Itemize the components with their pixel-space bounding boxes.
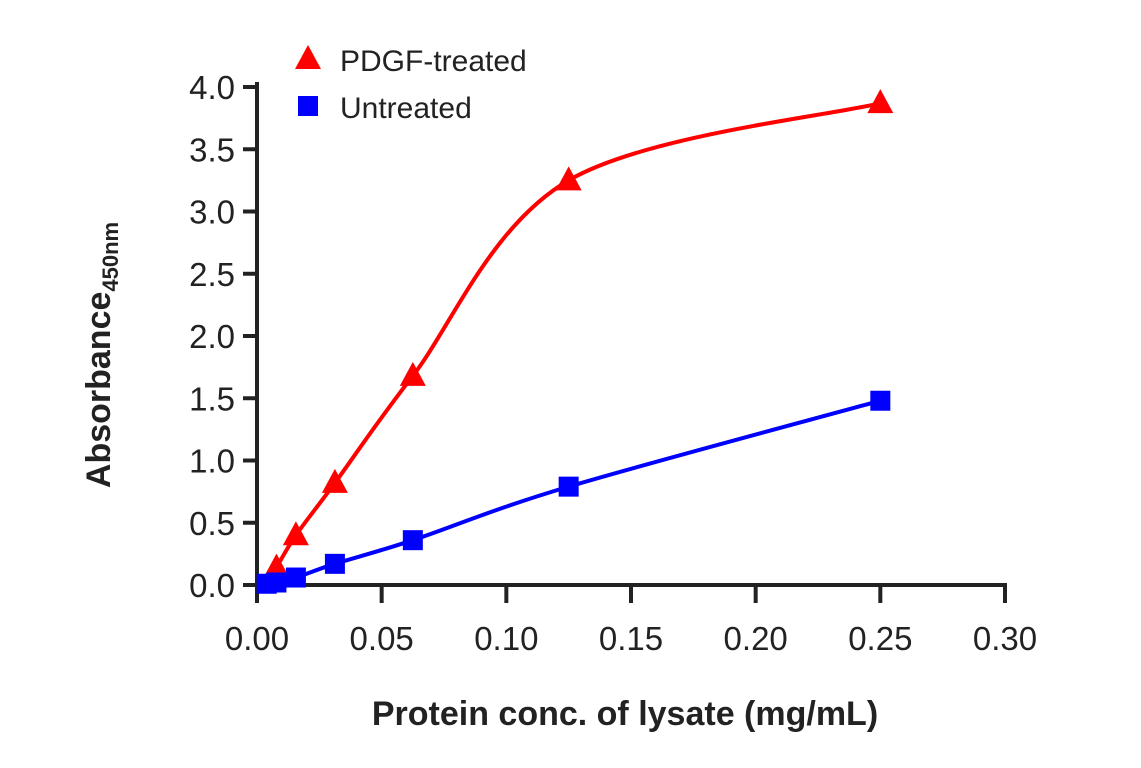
data-point-untreated bbox=[266, 572, 287, 593]
x-tick-label: 0.10 bbox=[474, 620, 538, 657]
series-line-pdgf-treated bbox=[274, 101, 881, 569]
y-tick-label: 4.0 bbox=[189, 69, 235, 106]
y-axis-label-main: Absorbance bbox=[80, 292, 118, 489]
x-tick-label: 0.05 bbox=[350, 620, 414, 657]
y-tick-label: 2.0 bbox=[189, 318, 235, 355]
data-point-untreated bbox=[870, 390, 891, 411]
legend: PDGF-treated Untreated bbox=[295, 45, 527, 125]
y-tick-label: 1.5 bbox=[189, 380, 235, 417]
legend-label: PDGF-treated bbox=[340, 45, 527, 78]
y-tick-label: 0.0 bbox=[189, 567, 235, 604]
data-point-pdgf-treated bbox=[867, 89, 894, 114]
x-tick-label: 0.15 bbox=[599, 620, 663, 657]
series-layer bbox=[256, 89, 894, 594]
legend-marker-pdgf-treated bbox=[295, 45, 321, 69]
y-tick-label: 3.0 bbox=[189, 194, 235, 231]
data-point-pdgf-treated bbox=[555, 166, 582, 191]
data-point-pdgf-treated bbox=[263, 553, 290, 578]
legend-marker-untreated bbox=[298, 96, 318, 116]
data-point-untreated bbox=[558, 476, 579, 497]
data-point-pdgf-treated bbox=[321, 468, 348, 493]
y-tick-label: 2.5 bbox=[189, 256, 235, 293]
data-point-untreated bbox=[402, 530, 423, 551]
data-point-untreated bbox=[285, 567, 306, 588]
y-tick-label: 1.0 bbox=[189, 443, 235, 480]
x-tick-label: 0.00 bbox=[225, 620, 289, 657]
y-axis-label-subscript: 450nm bbox=[98, 222, 123, 292]
y-tick-label: 3.5 bbox=[189, 131, 235, 168]
x-tick-label: 0.25 bbox=[848, 620, 912, 657]
x-tick-label: 0.30 bbox=[973, 620, 1037, 657]
x-tick-label: 0.20 bbox=[724, 620, 788, 657]
data-point-untreated bbox=[324, 553, 345, 574]
axes: 0.00 0.05 0.10 0.15 0.20 0.25 0.30 0.0 0.5 1.0 1.5… bbox=[189, 69, 1037, 657]
data-point-pdgf-treated bbox=[399, 361, 426, 386]
data-point-pdgf-treated bbox=[282, 521, 309, 546]
y-tick-label: 0.5 bbox=[189, 505, 235, 542]
legend-label: Untreated bbox=[340, 92, 472, 125]
y-axis-label: Absorbance450nm bbox=[80, 222, 123, 488]
x-axis-label: Protein conc. of lysate (mg/mL) bbox=[372, 695, 878, 733]
